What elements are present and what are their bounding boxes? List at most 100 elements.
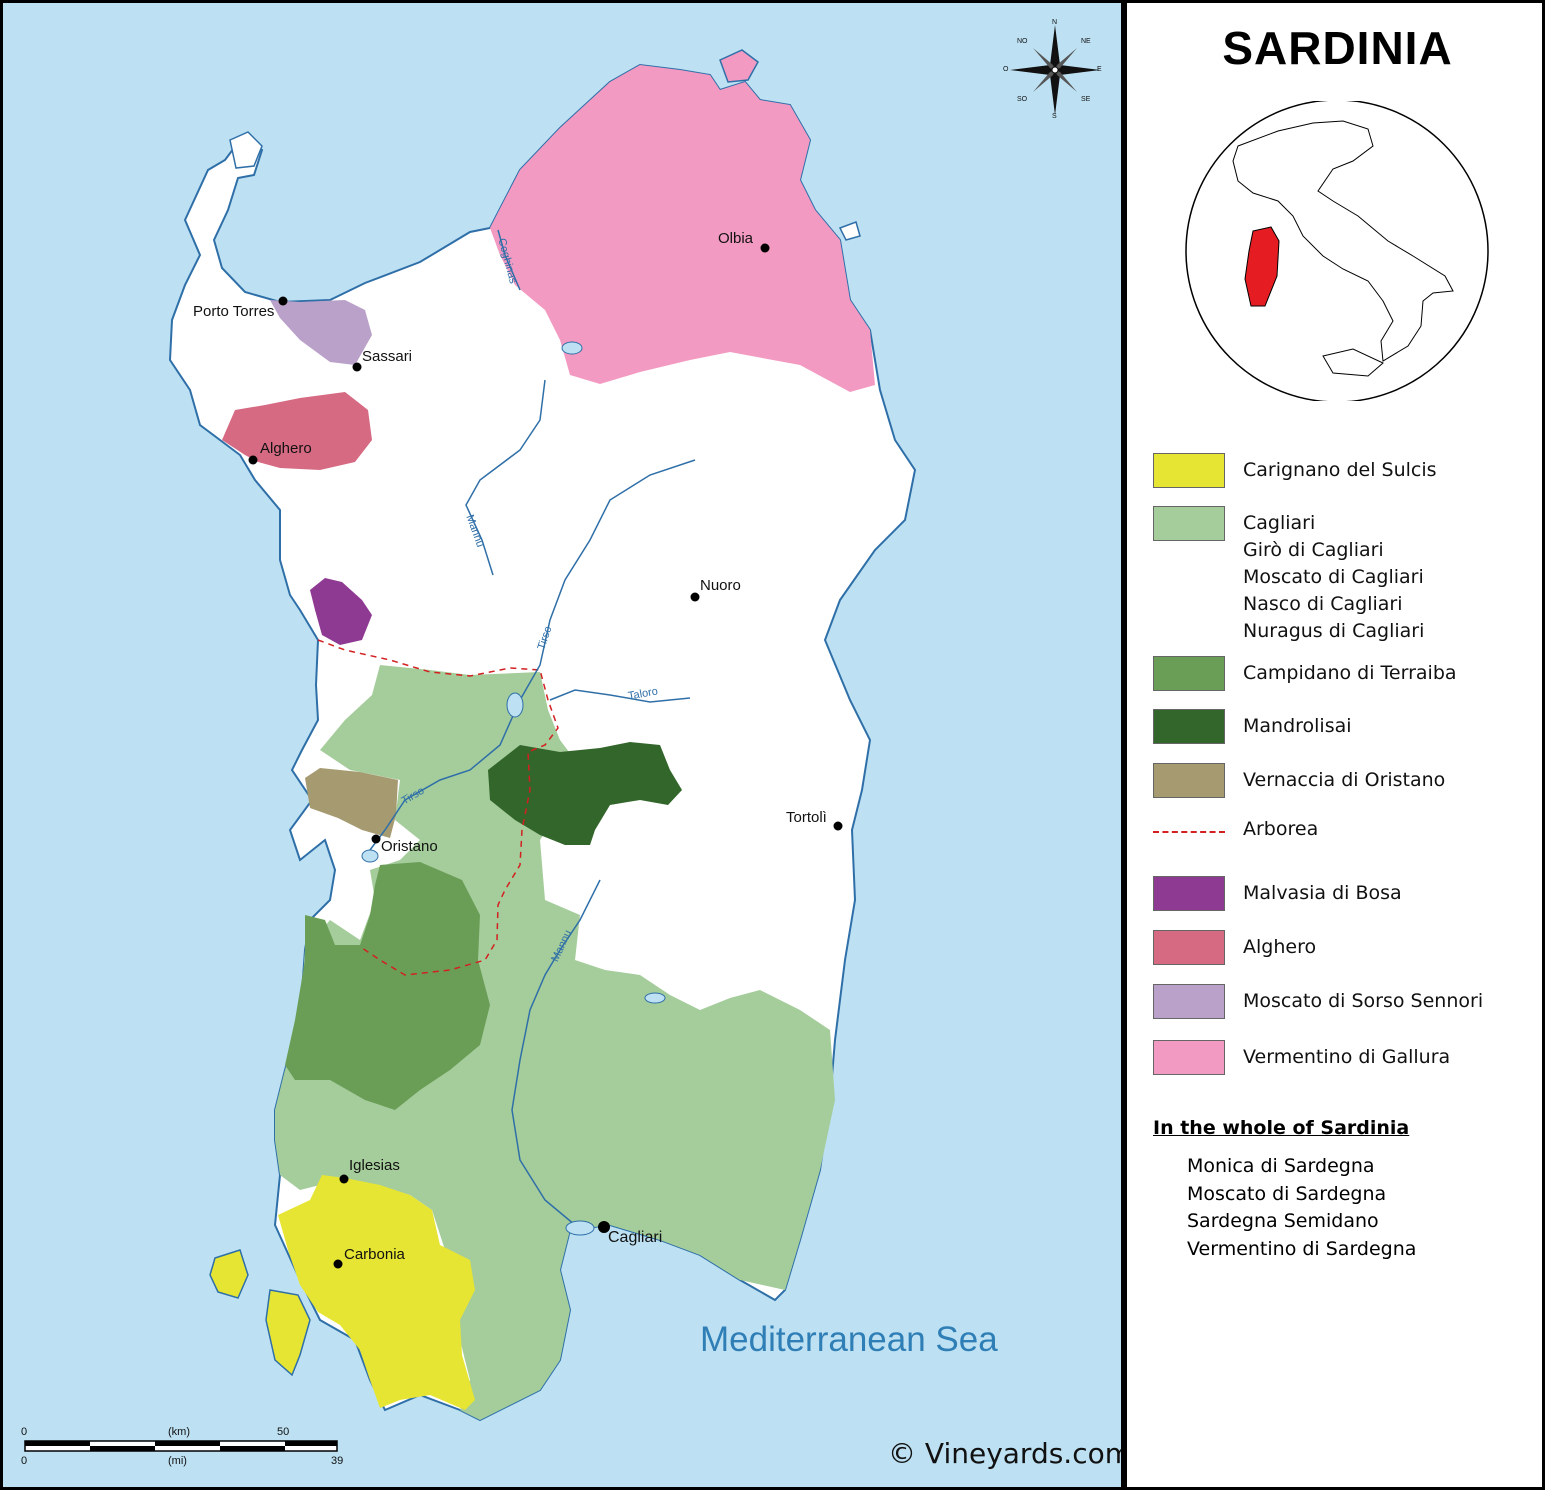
river-coghinas [497,229,521,291]
river-mannu-south [511,879,601,1226]
river-tirso [369,459,696,851]
legend-swatch [1153,506,1225,541]
panel-title: SARDINIA [1222,22,1453,74]
legend-label: Vermentino di Gallura [1243,1046,1451,1068]
island-maddalena [719,49,759,83]
city-label-iglesias: Iglesias [349,1157,400,1174]
city-dot-tortoli [833,821,843,831]
region-cagliari [275,665,835,1420]
city-dot-carbonia [333,1259,343,1269]
scale-mi-label: (mi) [168,1455,187,1467]
legend-swatch [1153,453,1225,488]
scale-km-label: (km) [168,1426,190,1438]
island-tavolara [838,221,861,241]
lake-omodeo [506,692,524,718]
city-dot-porto-torres [278,296,288,306]
city-label-oristano: Oristano [381,838,438,855]
city-dot-sassari [352,362,362,372]
arborea-boundary [317,639,559,976]
compass-rose [1010,25,1100,115]
scale-mi-zero: 0 [21,1455,28,1467]
legend-panel: SARDINIA Carignano del Sulcis Cagliari G… [1124,0,1545,1490]
region-vernaccia [305,768,398,838]
legend-dash [1153,831,1225,833]
compass-label-e: E [1097,66,1102,73]
region-mandrolisai [488,742,682,845]
compass-label-so: SO [1017,96,1028,103]
region-malvasia [310,578,372,645]
city-dot-iglesias [339,1174,349,1184]
legend-swatch [1153,930,1225,965]
italy-inset [1185,101,1489,401]
whole-sardinia-title: In the whole of Sardinia [1153,1117,1410,1139]
compass-label-s: S [1052,113,1057,120]
island-sant-antioco [265,1289,311,1377]
italy-sicily [1322,348,1384,377]
city-label-carbonia: Carbonia [344,1246,405,1263]
legend-label: Malvasia di Bosa [1243,882,1402,904]
legend-label: Arborea [1243,818,1319,840]
city-dot-oristano [371,834,381,844]
copyright: © Vineyards.com [888,1437,1133,1470]
whole-sardinia-item: Sardegna Semidano [1187,1210,1379,1232]
legend-swatch [1153,763,1225,798]
sardinia-map [0,0,1124,1490]
compass-label-ne: NE [1081,38,1091,45]
legend-label: Nuragus di Cagliari [1243,620,1425,642]
compass-label-no: NO [1017,38,1028,45]
city-dots [248,243,843,1269]
legend-swatch [1153,876,1225,911]
legend-label: Carignano del Sulcis [1243,459,1437,481]
lake-flumendosa [644,992,666,1004]
compass-label-n: N [1052,19,1058,26]
city-label-sassari: Sassari [362,348,413,365]
sea-label: Mediterranean Sea [700,1320,998,1359]
compass-label-o: O [1003,66,1009,73]
legend-label: Alghero [1243,936,1317,958]
legend-label: Cagliari [1243,512,1316,534]
compass-label-se: SE [1081,96,1091,103]
legend-label: Moscato di Sorso Sennori [1243,990,1484,1012]
whole-sardinia-item: Moscato di Sardegna [1187,1182,1387,1205]
city-label-tortoli: Tortolì [786,809,827,826]
city-dot-alghero [248,455,258,465]
legend-label: Girò di Cagliari [1243,539,1384,561]
island-san-pietro [209,1249,249,1299]
city-label-alghero: Alghero [260,440,312,457]
city-label-porto-torres: Porto Torres [193,303,275,320]
scale-km-max: 50 [277,1426,290,1438]
lake-cagliari [565,1220,595,1236]
whole-sardinia-item: Vermentino di Sardegna [1187,1237,1417,1260]
legend-label: Campidano di Terraiba [1243,662,1457,684]
city-label-cagliari: Cagliari [608,1229,663,1246]
legend-swatch [1153,656,1225,691]
lake-north [561,341,583,355]
river-mannu-north [465,379,546,576]
lake-oristano [361,849,379,863]
legend-swatch [1153,1040,1225,1075]
region-campidano [285,862,490,1110]
city-dot-cagliari [598,1221,610,1233]
legend-label: Nasco di Cagliari [1243,593,1403,615]
legend-swatch [1153,709,1225,744]
scale-km-zero: 0 [21,1426,28,1438]
city-label-olbia: Olbia [718,230,754,247]
region-moscato-sorso [270,300,372,365]
city-dot-nuoro [690,592,700,602]
island-asinara [229,131,263,169]
italy-sardinia-highlight [1244,226,1280,307]
whole-sardinia-item: Monica di Sardegna [1187,1155,1375,1177]
legend-swatch [1153,984,1225,1019]
region-carignano [278,1175,475,1410]
city-dot-olbia [760,243,770,253]
italy-mainland [1232,120,1454,362]
region-alghero [222,392,372,470]
city-label-nuoro: Nuoro [700,577,741,594]
legend-label: Moscato di Cagliari [1243,566,1424,588]
legend-label: Vernaccia di Oristano [1243,769,1446,791]
legend-label: Mandrolisai [1243,715,1352,737]
river-taloro [549,689,691,703]
scale-mi-max: 39 [331,1455,344,1467]
scale-bar [24,1440,338,1452]
